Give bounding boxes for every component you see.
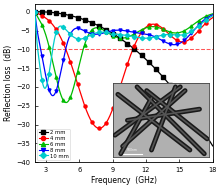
Legend: 2 mm, 4 mm, 6 mm, 8 mm, 10 mm: 2 mm, 4 mm, 6 mm, 8 mm, 10 mm [37, 129, 70, 160]
Y-axis label: Reflection loss  (dB): Reflection loss (dB) [4, 45, 13, 121]
X-axis label: Frequency  (GHz): Frequency (GHz) [91, 176, 157, 185]
